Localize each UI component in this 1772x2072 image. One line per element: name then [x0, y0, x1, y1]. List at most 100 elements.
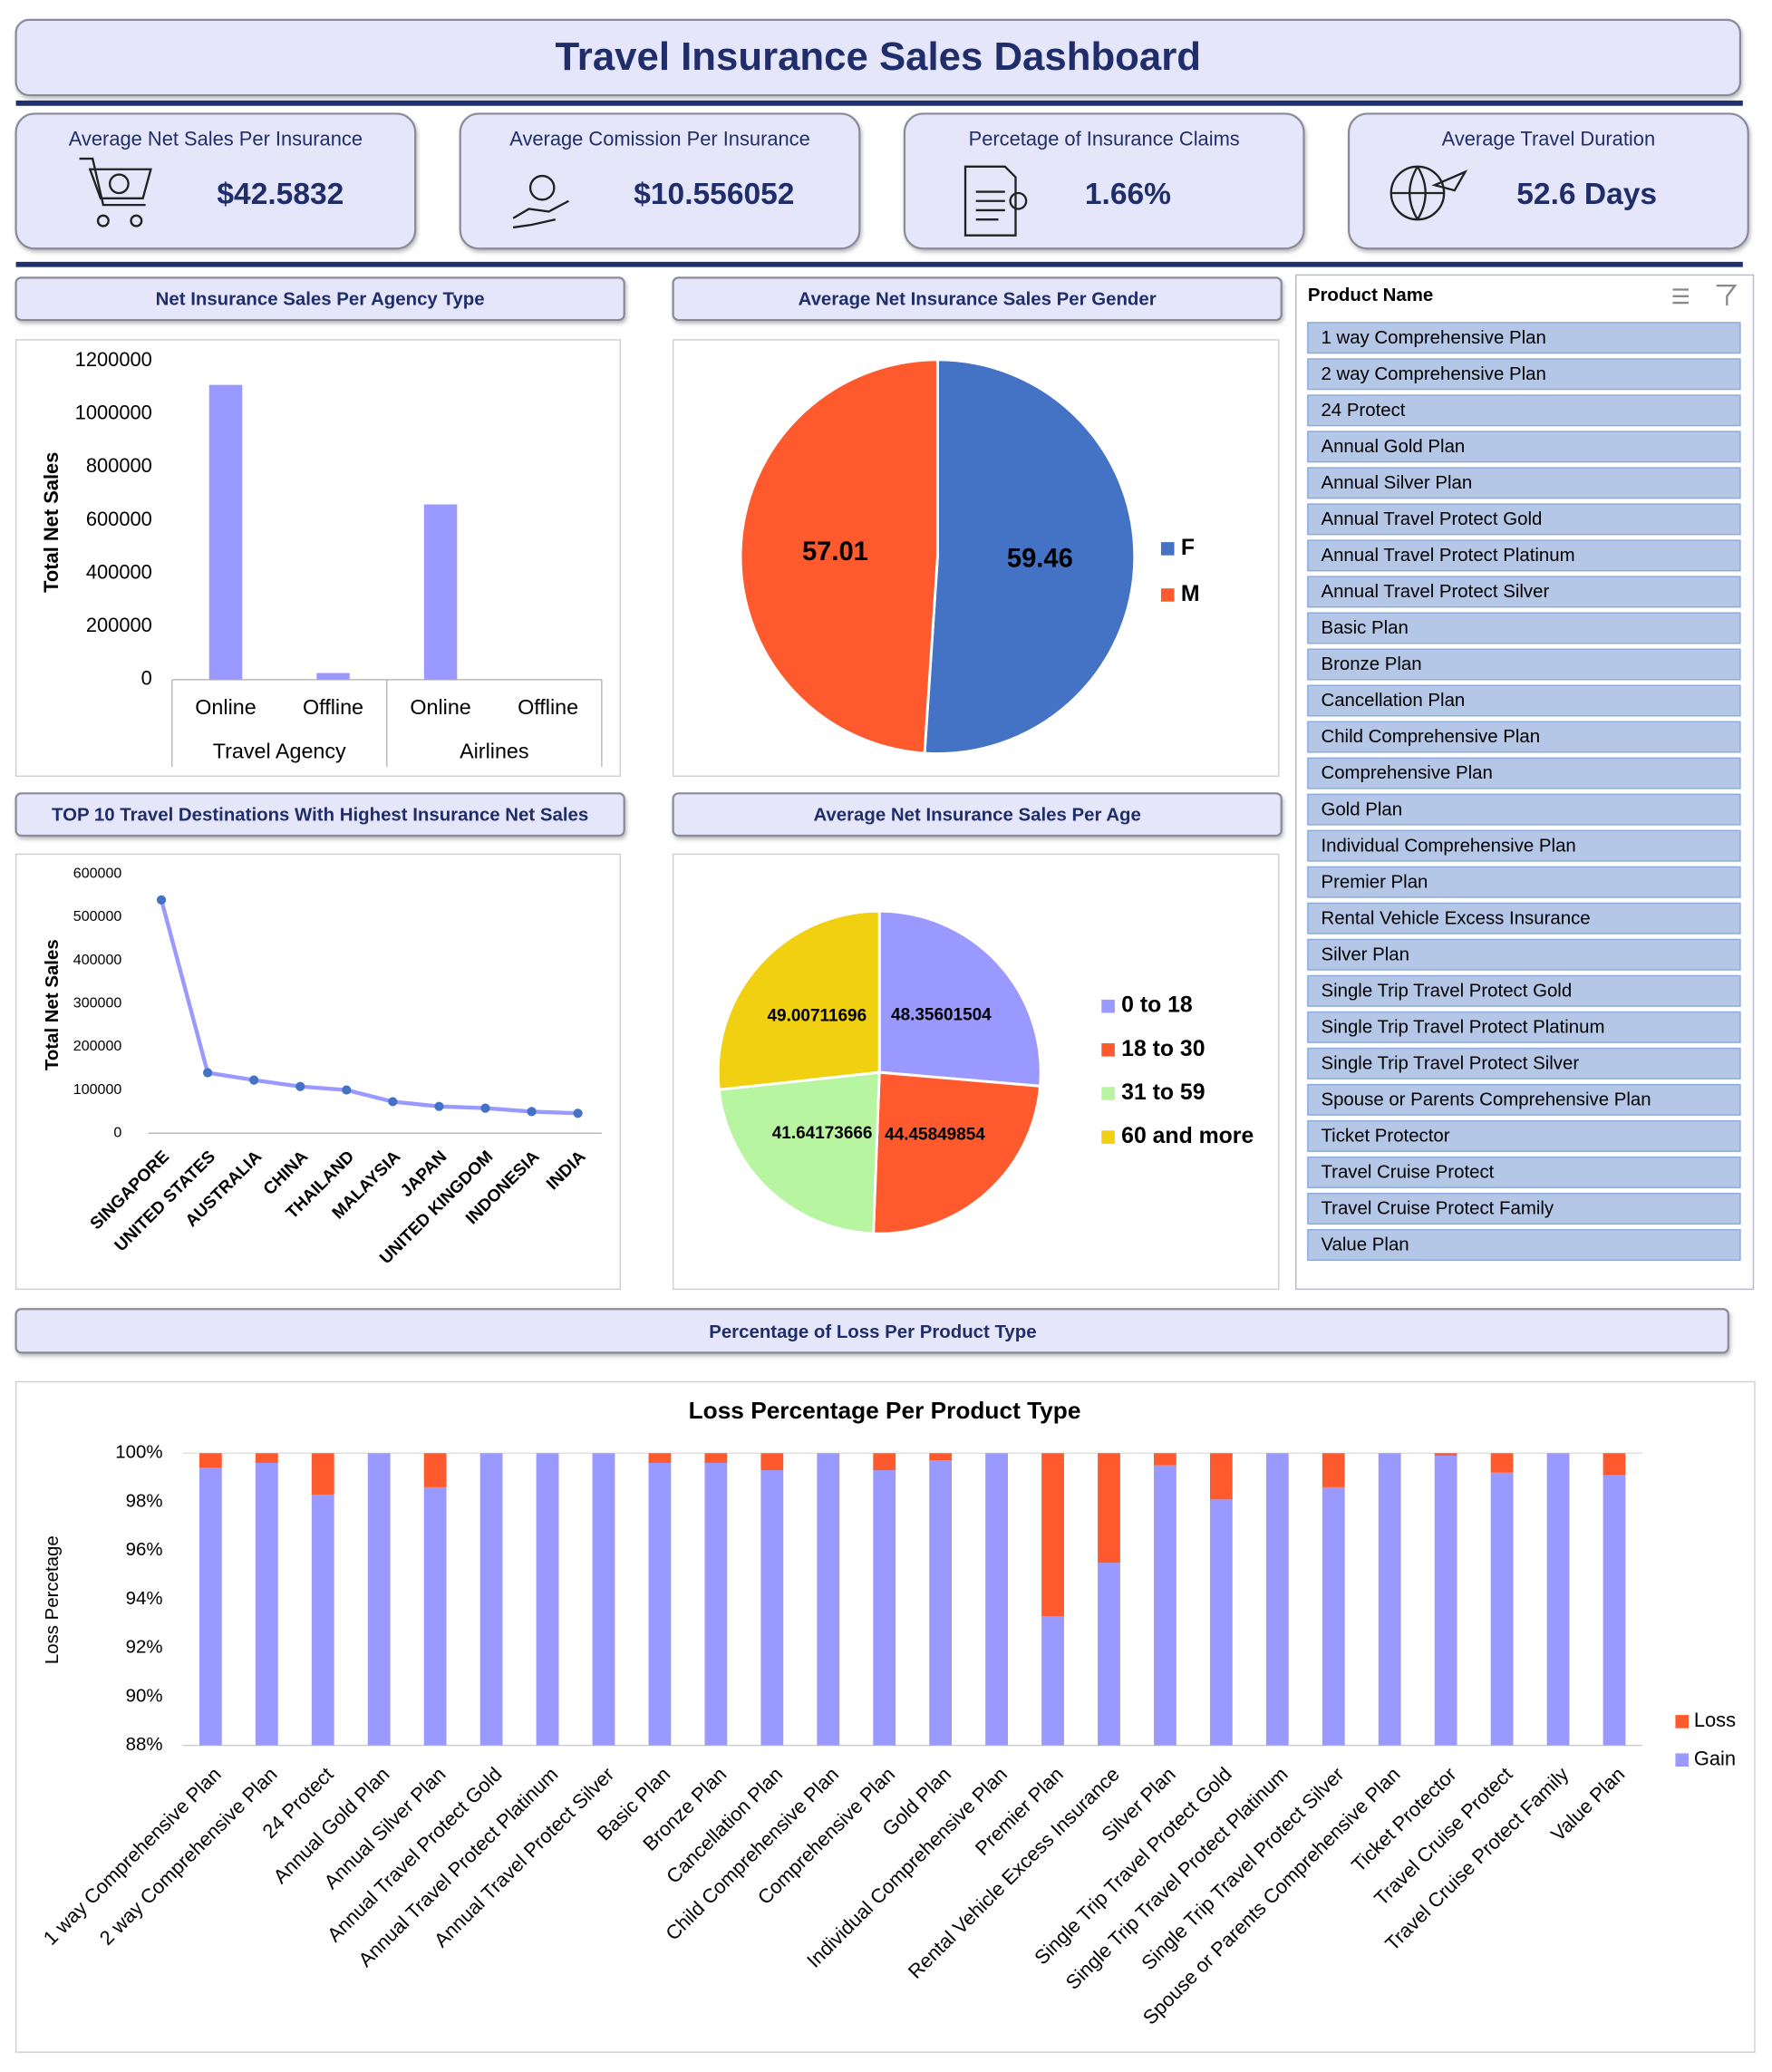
x-tick-label: Online — [410, 695, 470, 719]
slicer-item[interactable] — [1307, 684, 1741, 717]
data-label: 57.01 — [802, 537, 868, 566]
point — [434, 1101, 444, 1111]
slicer-item-label: Individual Comprehensive Plan — [1321, 836, 1575, 856]
kpi-value: $10.556052 — [634, 178, 794, 211]
bar-segment — [704, 1453, 728, 1464]
slicer-item[interactable] — [1307, 322, 1741, 354]
slicer-item-label: Single Trip Travel Protect Silver — [1321, 1053, 1579, 1073]
y-tick-label: 400000 — [86, 560, 152, 583]
x-tick-label: Offline — [518, 695, 578, 719]
legend-swatch — [1675, 1753, 1690, 1767]
slicer-item[interactable] — [1307, 829, 1741, 862]
y-tick-label: 1000000 — [75, 402, 152, 424]
panel-header — [15, 1308, 1729, 1354]
slicer-item-label: Annual Travel Protect Platinum — [1321, 546, 1574, 566]
pie-slice — [877, 909, 1042, 1088]
y-tick-label: 88% — [126, 1735, 163, 1755]
legend-label: F — [1181, 536, 1195, 560]
bar — [423, 504, 458, 680]
y-tick-label: 96% — [126, 1540, 163, 1560]
slicer-item[interactable] — [1307, 394, 1741, 427]
slicer-item[interactable] — [1307, 1083, 1741, 1116]
slicer-item-label: Single Trip Travel Protect Platinum — [1321, 1017, 1604, 1037]
slicer-item-label: Comprehensive Plan — [1321, 763, 1492, 783]
bar-segment — [929, 1460, 953, 1746]
kpi-value: 1.66% — [1085, 178, 1171, 211]
y-tick-label: 600000 — [86, 508, 152, 530]
slicer-item-label: Child Comprehensive Plan — [1321, 727, 1540, 747]
legend-label: 31 to 59 — [1121, 1080, 1205, 1105]
slicer-item[interactable] — [1307, 539, 1741, 572]
x-tick-label: Online — [195, 695, 256, 719]
panel-title: TOP 10 Travel Destinations With Highest … — [52, 805, 588, 825]
slicer-item-label: Gold Plan — [1321, 799, 1402, 819]
y-tick-label: 92% — [126, 1638, 163, 1658]
y-tick-label: 94% — [126, 1589, 163, 1609]
slicer-item[interactable] — [1307, 938, 1741, 971]
slicer-item-label: Annual Gold Plan — [1321, 437, 1465, 457]
slicer-item[interactable] — [1307, 1047, 1741, 1080]
slicer-item-label: Annual Travel Protect Silver — [1321, 582, 1549, 602]
panel-title: Percentage of Loss Per Product Type — [709, 1322, 1036, 1342]
slicer-item[interactable] — [1307, 612, 1741, 644]
chart-box — [15, 339, 622, 778]
kpi-box — [459, 112, 861, 250]
slicer-item[interactable] — [1307, 721, 1741, 753]
slicer-item-label: Rental Vehicle Excess Insurance — [1321, 908, 1590, 928]
y-axis-label: Loss Percetage — [43, 1535, 63, 1664]
bar-segment — [985, 1453, 1008, 1746]
bar-segment — [199, 1453, 222, 1468]
slicer-item[interactable] — [1307, 1011, 1741, 1043]
slicer-item[interactable] — [1307, 467, 1741, 499]
slicer-item-label: Annual Travel Protect Gold — [1321, 509, 1542, 529]
legend-swatch — [1101, 999, 1115, 1013]
slicer-item[interactable] — [1307, 866, 1741, 898]
slicer-item[interactable] — [1307, 1119, 1741, 1152]
claims-icon — [963, 165, 1028, 237]
slicer-item[interactable] — [1307, 358, 1741, 391]
y-tick-label: 100% — [115, 1443, 162, 1463]
legend-swatch — [1101, 1130, 1115, 1144]
slicer-item[interactable] — [1307, 1192, 1741, 1225]
legend-swatch — [1101, 1043, 1115, 1057]
bar-segment — [423, 1453, 447, 1487]
bar-segment — [255, 1463, 278, 1746]
slicer-item[interactable] — [1307, 503, 1741, 536]
bar-segment — [817, 1453, 840, 1746]
panel-header — [15, 276, 625, 322]
bar-segment — [1322, 1453, 1345, 1487]
slicer-item[interactable] — [1307, 1156, 1741, 1188]
bar-segment — [1041, 1616, 1064, 1746]
point — [203, 1068, 213, 1078]
bar-segment — [255, 1453, 278, 1464]
panel-header — [672, 792, 1283, 838]
legend-label: Gain — [1694, 1747, 1736, 1769]
slicer-item[interactable] — [1307, 793, 1741, 826]
dashboard-title: Travel Insurance Sales Dashboard — [556, 34, 1201, 79]
y-tick-label: 200000 — [86, 614, 152, 636]
bar-segment — [648, 1453, 672, 1464]
slicer-item[interactable] — [1307, 757, 1741, 789]
y-tick-label: 800000 — [86, 454, 152, 477]
y-tick-label: 98% — [126, 1491, 163, 1511]
slicer-item-label: Travel Cruise Protect — [1321, 1163, 1494, 1183]
bar-segment — [311, 1453, 334, 1495]
kpi-value: $42.5832 — [217, 178, 344, 211]
x-tick-label: Offline — [303, 695, 363, 719]
slicer-item-label: 1 way Comprehensive Plan — [1321, 328, 1545, 348]
data-label: 49.00711696 — [768, 1006, 867, 1025]
slicer-item[interactable] — [1307, 902, 1741, 934]
point — [480, 1103, 490, 1113]
title-bar — [15, 18, 1742, 97]
bar-segment — [1098, 1563, 1120, 1746]
slicer-item[interactable] — [1307, 1228, 1741, 1262]
y-tick-label: 0 — [141, 667, 152, 690]
slicer-item-label: Premier Plan — [1321, 872, 1428, 892]
bar-segment — [199, 1467, 222, 1746]
slicer-item[interactable] — [1307, 648, 1741, 681]
slicer-item[interactable] — [1307, 576, 1741, 608]
slicer-item[interactable] — [1307, 974, 1741, 1007]
slicer-item[interactable] — [1307, 431, 1741, 463]
